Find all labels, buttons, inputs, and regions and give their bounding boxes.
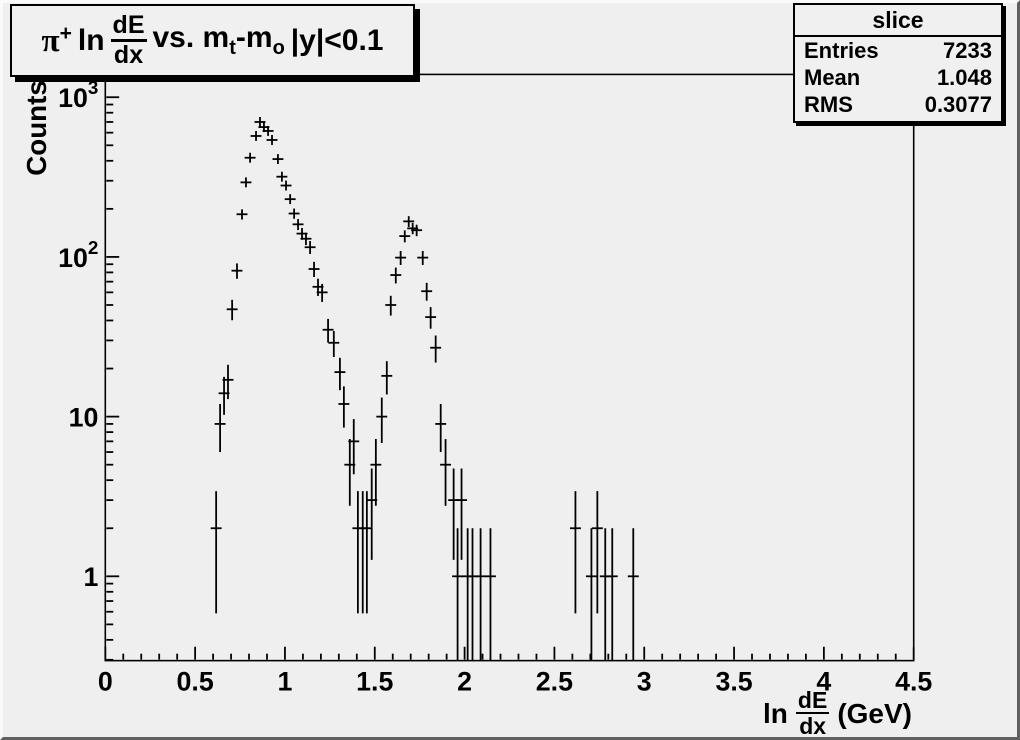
x-title-ln: ln — [763, 697, 788, 729]
stats-row-mean: Mean 1.048 — [795, 64, 1001, 91]
stats-row-rms: RMS 0.3077 — [795, 91, 1001, 118]
plot-title-box: π+ ln dE dx vs. mt-mo |y|<0.1 — [10, 4, 415, 77]
stats-value: 1.048 — [936, 64, 992, 90]
stats-row-entries: Entries 7233 — [795, 37, 1001, 64]
y-axis-title: Counts — [21, 80, 52, 176]
x-tick-label: 2.5 — [536, 666, 573, 696]
y-tick-label: 10 — [69, 403, 99, 433]
title-vs: vs. mt-mo — [152, 21, 285, 59]
title-rapidity-cut: |y|<0.1 — [290, 23, 384, 57]
y-tick-label: 1 — [83, 562, 98, 592]
title-dedx-fraction: dE dx — [110, 11, 147, 69]
stats-title: slice — [795, 5, 1001, 37]
x-tick-label: 4 — [816, 666, 831, 696]
x-tick-label: 3 — [637, 666, 652, 696]
x-title-dedx-fraction: dE dx — [795, 687, 830, 740]
stats-label: Mean — [804, 64, 861, 90]
x-tick-label: 4.5 — [895, 666, 932, 696]
x-tick-label: 3.5 — [715, 666, 752, 696]
x-tick-label: 0 — [98, 666, 113, 696]
x-axis-title: ln dE dx (GeV) — [763, 687, 912, 740]
x-tick-label: 0.5 — [177, 666, 214, 696]
stats-label: RMS — [804, 91, 853, 117]
x-tick-label: 1 — [278, 666, 293, 696]
y-tick-label: 103 — [58, 77, 98, 113]
stats-value: 7233 — [943, 37, 992, 63]
title-particle: π+ — [41, 21, 72, 59]
plot-svg: Counts 0 0.5 1 1.5 2 2.5 3 3.5 4 4.5 1 10 102 103 — [21, 73, 932, 696]
stats-box: slice Entries 7233 Mean 1.048 RMS 0.3077 — [793, 3, 1003, 123]
x-tick-label: 1.5 — [356, 666, 393, 696]
stats-label: Entries — [804, 37, 879, 63]
stats-value: 0.3077 — [924, 91, 992, 117]
title-ln: ln — [77, 23, 105, 57]
y-tick-label: 102 — [58, 237, 98, 273]
x-tick-label: 2 — [457, 666, 472, 696]
plot-frame — [104, 73, 915, 662]
x-title-unit: (GeV) — [837, 697, 912, 729]
